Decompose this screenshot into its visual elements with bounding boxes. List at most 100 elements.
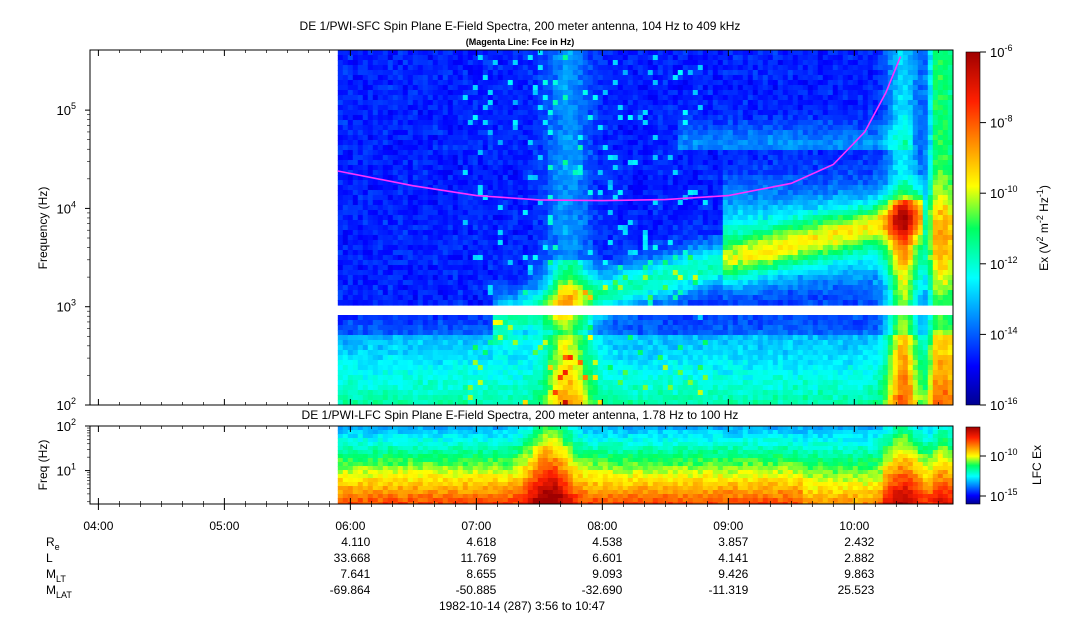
sfc-cell-3503: [587, 325, 594, 331]
sfc-cell-3758: [607, 210, 614, 216]
sfc-cell-3554: [592, 225, 599, 231]
sfc-cell-1138: [417, 220, 424, 226]
sfc-cell-3115: [562, 100, 569, 106]
sfc-cell-4344: [647, 390, 654, 396]
sfc-cell-320: [357, 270, 364, 276]
sfc-cell-1109: [417, 75, 424, 81]
sfc-cell-4577: [667, 165, 674, 171]
sfc-cell-73: [342, 70, 349, 76]
sfc-cell-1225: [422, 320, 429, 326]
sfc-cell-3407: [582, 180, 589, 186]
sfc-cell-1098: [412, 375, 419, 381]
sfc-cell-3264: [572, 155, 579, 161]
sfc-cell-3735: [607, 95, 614, 101]
sfc-cell-632: [382, 105, 389, 111]
sfc-cell-3090: [557, 330, 564, 336]
sfc-cell-1433: [437, 325, 444, 331]
sfc-cell-1626: [452, 245, 459, 251]
sfc-cell-4246: [642, 235, 649, 241]
sfc-cell-1172: [417, 400, 424, 405]
sfc-cell-886: [397, 350, 404, 356]
sfc-cell-651: [382, 200, 389, 206]
sfc-cell-509: [372, 180, 379, 186]
sfc-cell-3209: [567, 225, 574, 231]
sfc-cell-4357: [652, 100, 659, 106]
sfc-cell-4984: [697, 130, 704, 136]
sfc-cell-2373: [507, 185, 514, 191]
sfc-cell-4661: [672, 240, 679, 246]
sfc-cell-4969: [697, 55, 704, 61]
sfc-cell-3829: [612, 220, 619, 226]
sfc-cell-1963: [477, 205, 484, 211]
sfc-cell-2048: [482, 285, 489, 291]
sfc-cell-3237: [567, 375, 574, 381]
sfc-cell-969: [407, 65, 414, 71]
sfc-cell-1349: [432, 240, 439, 246]
sfc-cell-1378: [432, 395, 439, 401]
sfc-cell-4753: [677, 365, 684, 371]
sfc-cell-2488: [517, 70, 524, 76]
sfc-cell-474: [367, 360, 374, 366]
sfc-cell-4796: [682, 225, 689, 231]
sfc-cell-2229: [497, 155, 504, 161]
sfc-cell-1622: [452, 225, 459, 231]
sfc-cell-2696: [532, 75, 539, 81]
sfc-cell-2092: [487, 160, 494, 166]
sfc-cell-4059: [627, 345, 634, 351]
sfc-cell-2184: [492, 275, 499, 281]
sfc-cell-825: [392, 390, 399, 396]
sfc-cell-4324: [647, 280, 654, 286]
sfc-cell-4290: [647, 110, 654, 116]
sfc-cell-2220: [497, 110, 504, 116]
sfc-cell-3974: [622, 255, 629, 261]
sfc-cell-1074: [412, 245, 419, 251]
sfc-cell-2487: [517, 65, 524, 71]
sfc-cell-4736: [677, 270, 684, 276]
sfc-cell-515: [372, 210, 379, 216]
sfc-cell-4035: [627, 215, 634, 221]
sfc-cell-1471: [442, 160, 449, 166]
sfc-cell-2484: [517, 50, 524, 56]
sfc-cell-608: [377, 340, 384, 346]
sfc-cell-1157: [417, 325, 424, 331]
sfc-cell-1187: [422, 120, 429, 126]
sfc-cell-3733: [607, 85, 614, 91]
sfc-cell-4265: [642, 340, 649, 346]
sfc-cell-29: [337, 195, 344, 201]
sfc-cell-309: [357, 215, 364, 221]
sfc-cell-3740: [607, 120, 614, 126]
sfc-cell-305: [357, 195, 364, 201]
sfc-cell-4253: [642, 270, 649, 276]
sfc-cell-797: [392, 240, 399, 246]
sfc-cell-395: [362, 300, 369, 306]
sfc-cell-3300: [572, 345, 579, 351]
sfc-cell-3153: [562, 290, 569, 296]
sfc-cell-282: [357, 80, 364, 86]
sfc-cell-3318: [577, 80, 584, 86]
sfc-cell-1318: [432, 85, 439, 91]
sfc-cell-3027: [552, 360, 559, 366]
sfc-cell-672: [382, 315, 389, 321]
sfc-cell-4599: [667, 275, 674, 281]
sfc-cell-2318: [502, 255, 509, 261]
sfc-cell-3856: [612, 365, 619, 371]
sfc-cell-30: [337, 200, 344, 206]
sfc-cell-496: [372, 115, 379, 121]
sfc-cell-3537: [592, 140, 599, 146]
sfc-cell-2825: [537, 385, 544, 391]
sfc-cell-2030: [482, 195, 489, 201]
sfc-cell-3814: [612, 145, 619, 151]
sfc-cell-3221: [567, 285, 574, 291]
sfc-cell-4667: [672, 270, 679, 276]
sfc-cell-4530: [662, 275, 669, 281]
sfc-cell-1955: [477, 165, 484, 171]
sfc-cell-4241: [642, 210, 649, 216]
sfc-cell-932: [402, 225, 409, 231]
sfc-cell-1451: [442, 60, 449, 66]
sfc-cell-1840: [467, 280, 474, 286]
sfc-cell-2170: [492, 205, 499, 211]
sfc-cell-235: [352, 190, 359, 196]
sfc-cell-1521: [447, 65, 454, 71]
sfc-cell-3204: [567, 200, 574, 206]
sfc-cell-1236: [422, 375, 429, 381]
